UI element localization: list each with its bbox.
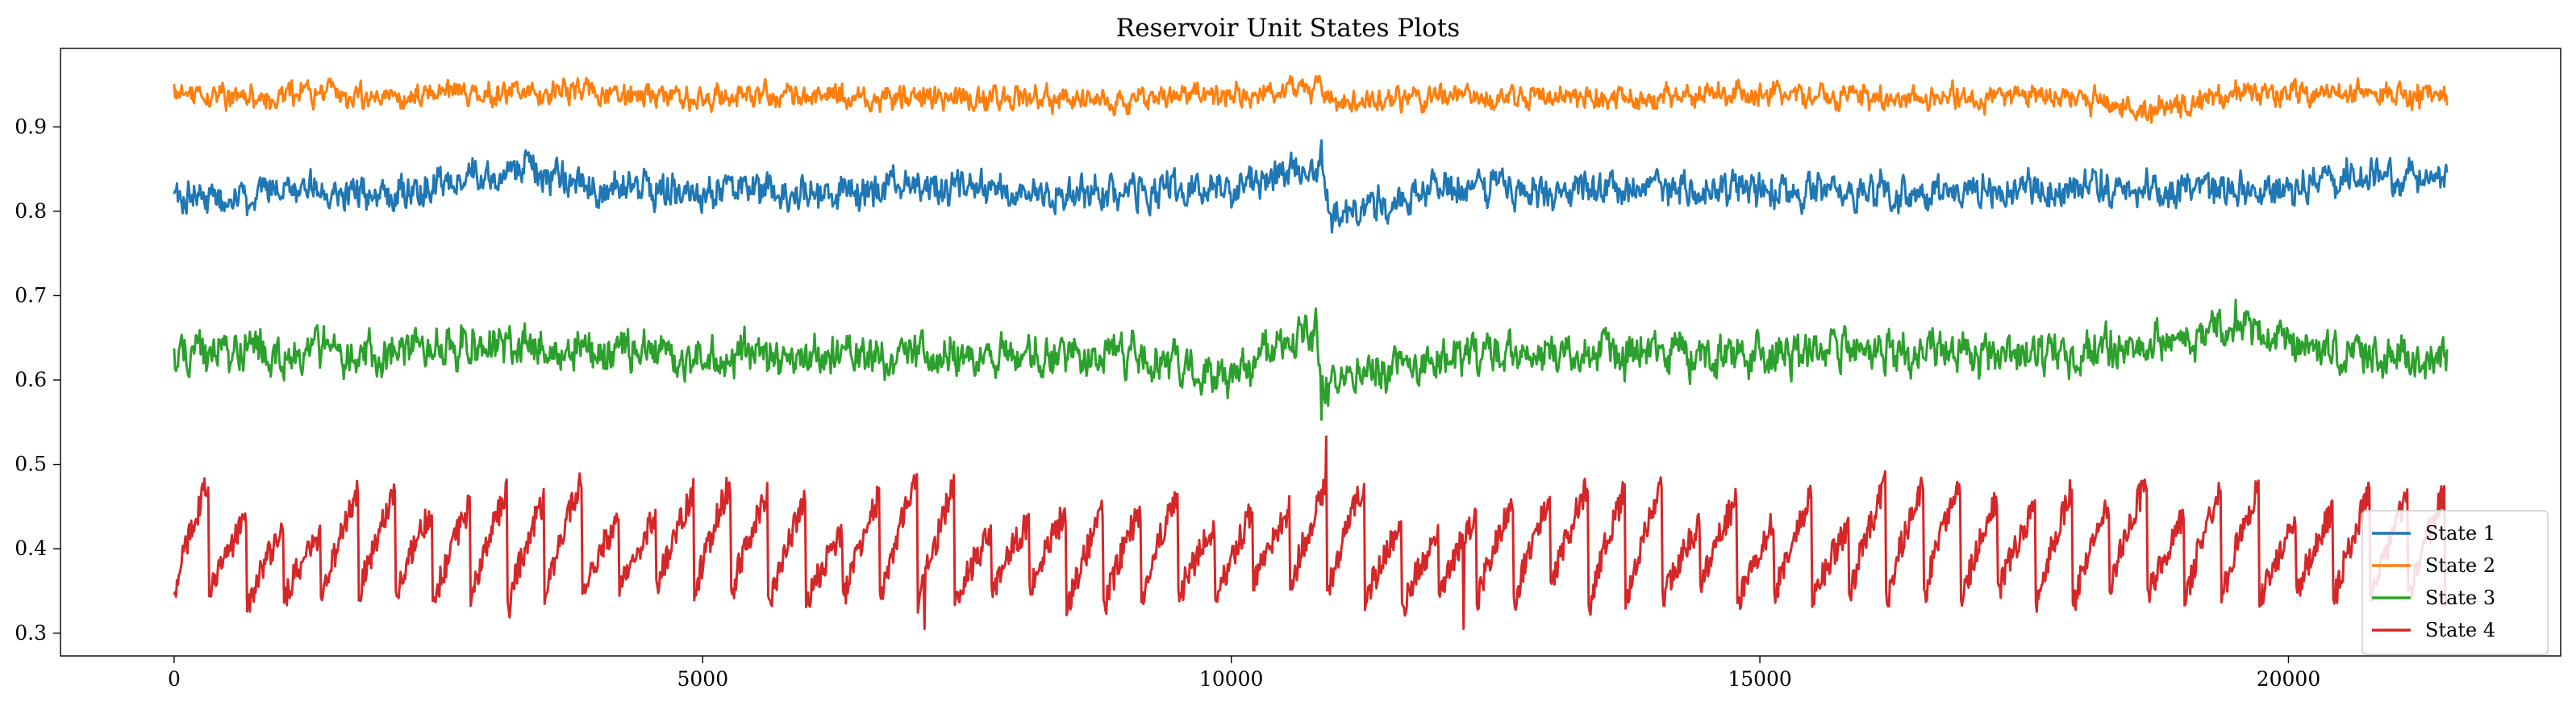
y-tick-label: 0.6 — [15, 368, 47, 391]
series-line-4 — [173, 435, 2449, 630]
series-layer — [173, 75, 2449, 630]
axis-layer: 0 5000 10000 15000 20000 0.3 0.4 0.5 0.6 0.7 0.8 0.… — [15, 115, 2320, 691]
y-tick-label: 0.4 — [15, 537, 47, 560]
chart-title: Reservoir Unit States Plots — [1116, 14, 1460, 43]
y-tick-label: 0.7 — [15, 283, 47, 307]
series-line-2 — [173, 75, 2449, 124]
y-tick-label: 0.8 — [15, 199, 47, 223]
legend-box — [2361, 510, 2549, 655]
series-line-1 — [173, 139, 2449, 234]
legend-label-3: State 3 — [2425, 587, 2495, 609]
legend-label-2: State 2 — [2425, 554, 2495, 577]
y-tick-label: 0.5 — [15, 453, 47, 476]
x-tick-label: 5000 — [677, 667, 728, 691]
x-tick-label: 0 — [168, 667, 181, 691]
legend-label-1: State 1 — [2425, 522, 2495, 545]
y-tick-label: 0.9 — [15, 115, 47, 138]
y-tick-label: 0.3 — [15, 621, 47, 645]
legend: State 1 State 2 State 3 State 4 — [2361, 510, 2549, 655]
x-tick-label: 15000 — [1728, 667, 1792, 691]
x-tick-label: 20000 — [2257, 667, 2321, 691]
series-line-3 — [173, 299, 2449, 421]
legend-label-4: State 4 — [2425, 619, 2495, 641]
x-tick-label: 10000 — [1199, 667, 1264, 691]
